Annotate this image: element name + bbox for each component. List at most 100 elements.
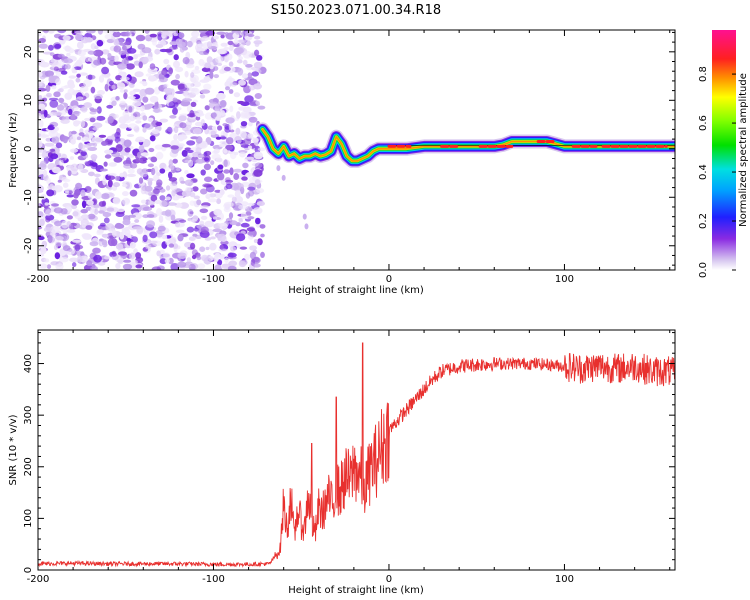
noise-speckle — [225, 144, 234, 151]
noise-speckle — [247, 145, 253, 150]
noise-speckle — [54, 236, 64, 241]
noise-speckle — [111, 84, 116, 90]
noise-speckle — [159, 200, 168, 207]
noise-speckle — [124, 41, 130, 46]
noise-speckle — [90, 86, 96, 94]
noise-speckle — [154, 199, 161, 204]
noise-speckle — [146, 214, 155, 218]
noise-speckle — [111, 100, 117, 107]
noise-speckle — [253, 169, 263, 177]
noise-speckle — [89, 241, 99, 247]
noise-speckle — [220, 110, 226, 117]
noise-speckle — [218, 143, 226, 148]
noise-speckle — [44, 142, 55, 147]
noise-speckle — [67, 170, 72, 177]
noise-speckle — [89, 130, 95, 134]
noise-speckle — [229, 82, 238, 87]
noise-speckle — [87, 213, 96, 220]
noise-speckle — [257, 238, 263, 246]
noise-speckle — [206, 56, 213, 64]
noise-speckle — [225, 86, 230, 91]
noise-speckle — [92, 247, 101, 254]
noise-speckle — [119, 172, 125, 178]
noise-speckle — [144, 185, 153, 192]
noise-speckle — [227, 252, 237, 258]
noise-speckle — [135, 34, 146, 42]
noise-speckle — [149, 240, 158, 244]
colorbar-axis: 0.0 0.2 0.4 0.6 0.8 — [698, 66, 736, 278]
noise-speckle — [186, 257, 191, 263]
noise-speckle — [207, 198, 218, 203]
noise-speckle — [170, 183, 178, 191]
snr-panel: -200 -100 0 100 0 100 200 300 400 Height of str… — [8, 329, 676, 596]
noise-speckle — [229, 105, 234, 113]
spectrogram-y-axis: -20 -10 0 10 20 — [23, 31, 675, 266]
noise-speckle — [129, 83, 135, 88]
noise-speckle — [126, 237, 132, 242]
noise-speckle — [93, 49, 104, 57]
noise-speckle — [209, 242, 217, 251]
noise-speckle — [81, 144, 86, 149]
noise-speckle — [83, 79, 92, 88]
noise-speckle — [256, 201, 265, 207]
noise-speckle — [92, 122, 103, 129]
noise-speckle — [149, 200, 155, 205]
colorbar: 0.0 0.2 0.4 0.6 0.8 Normalized spectral ampl… — [698, 30, 749, 278]
noise-speckle — [93, 254, 102, 263]
noise-speckle — [184, 170, 189, 175]
noise-speckle — [51, 62, 62, 70]
noise-speckle — [79, 85, 89, 92]
noise-speckle — [216, 31, 227, 35]
noise-speckle — [254, 145, 261, 154]
noise-speckle — [195, 136, 203, 144]
noise-speckle — [238, 56, 243, 61]
noise-speckle — [213, 35, 220, 40]
noise-speckle — [161, 143, 171, 148]
colorbar-tick-label: 0.2 — [698, 213, 709, 229]
noise-speckle — [114, 223, 125, 229]
noise-speckle — [242, 59, 248, 66]
noise-speckle — [161, 234, 168, 240]
noise-speckle — [186, 140, 196, 146]
noise-speckle — [155, 151, 164, 160]
noise-speckle — [101, 239, 108, 246]
snr-frame — [37, 329, 676, 571]
noise-speckle — [118, 251, 127, 256]
noise-speckle — [89, 108, 100, 113]
noise-speckle — [38, 71, 43, 77]
noise-speckle — [155, 44, 164, 48]
noise-speckle — [217, 125, 223, 131]
noise-speckle — [85, 225, 93, 230]
noise-speckle — [204, 62, 212, 69]
noise-speckle — [214, 264, 222, 270]
noise-speckle — [141, 47, 152, 54]
noise-speckle — [144, 87, 155, 95]
noise-speckle — [228, 260, 238, 267]
noise-speckle — [151, 129, 160, 135]
spectrogram-x-label: Height of straight line (km) — [288, 285, 424, 296]
noise-speckle — [208, 193, 217, 198]
noise-speckle — [45, 209, 52, 217]
noise-speckle — [161, 69, 168, 76]
noise-speckle — [132, 101, 142, 107]
noise-speckle — [73, 192, 79, 199]
noise-speckle — [225, 117, 235, 124]
noise-speckle — [239, 246, 248, 250]
noise-speckle — [81, 200, 87, 209]
noise-speckle — [43, 109, 48, 118]
noise-speckle — [162, 252, 171, 261]
noise-speckle — [229, 167, 234, 176]
noise-speckle — [213, 255, 219, 263]
noise-speckle — [73, 66, 82, 70]
noise-speckle — [115, 175, 120, 181]
snr-xtick-label: -200 — [27, 574, 50, 585]
noise-speckle — [81, 233, 91, 239]
noise-speckle — [195, 147, 202, 154]
noise-speckle — [244, 95, 254, 103]
noise-speckle — [178, 219, 187, 223]
noise-speckle — [127, 56, 133, 61]
noise-speckle — [247, 216, 255, 220]
noise-speckle — [123, 92, 128, 100]
noise-speckle — [128, 96, 136, 100]
noise-speckle — [85, 186, 92, 191]
